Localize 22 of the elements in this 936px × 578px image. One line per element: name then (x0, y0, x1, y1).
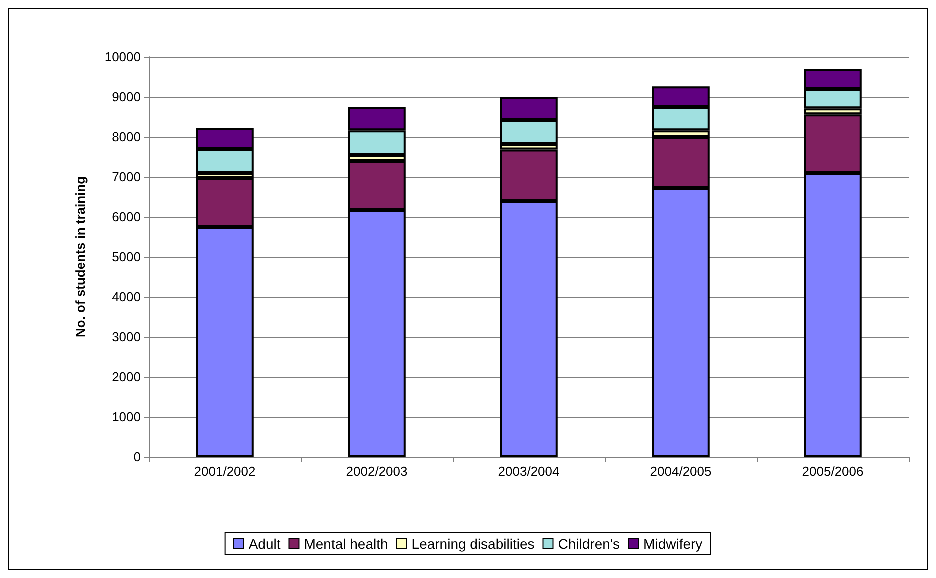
y-tick-label: 8000 (112, 130, 141, 144)
y-tick-label: 7000 (112, 170, 141, 184)
y-tick-label: 3000 (112, 330, 141, 344)
legend-label: Adult (248, 536, 281, 552)
y-tick-label: 5000 (112, 250, 141, 264)
y-tick-label: 9000 (112, 90, 141, 104)
x-tick-label: 2001/2002 (194, 464, 256, 479)
x-tick-label: 2004/2005 (650, 464, 712, 479)
y-tick-label: 6000 (112, 210, 141, 224)
y-tick-label: 10000 (104, 50, 141, 64)
x-tick-label: 2005/2006 (802, 464, 864, 479)
y-tick-label: 0 (134, 450, 141, 464)
y-axis-title: No. of students in training (73, 176, 88, 338)
legend-label: Mental health (304, 536, 388, 552)
x-tick-label: 2003/2004 (498, 464, 560, 479)
legend-label: Midwifery (644, 536, 703, 552)
y-tick-label: 1000 (112, 410, 141, 424)
legend-label: Children's (558, 536, 620, 552)
x-tick-label: 2002/2003 (346, 464, 408, 479)
y-tick-label: 4000 (112, 290, 141, 304)
legend-label: Learning disabilities (412, 536, 535, 552)
y-tick-label: 2000 (112, 370, 141, 384)
